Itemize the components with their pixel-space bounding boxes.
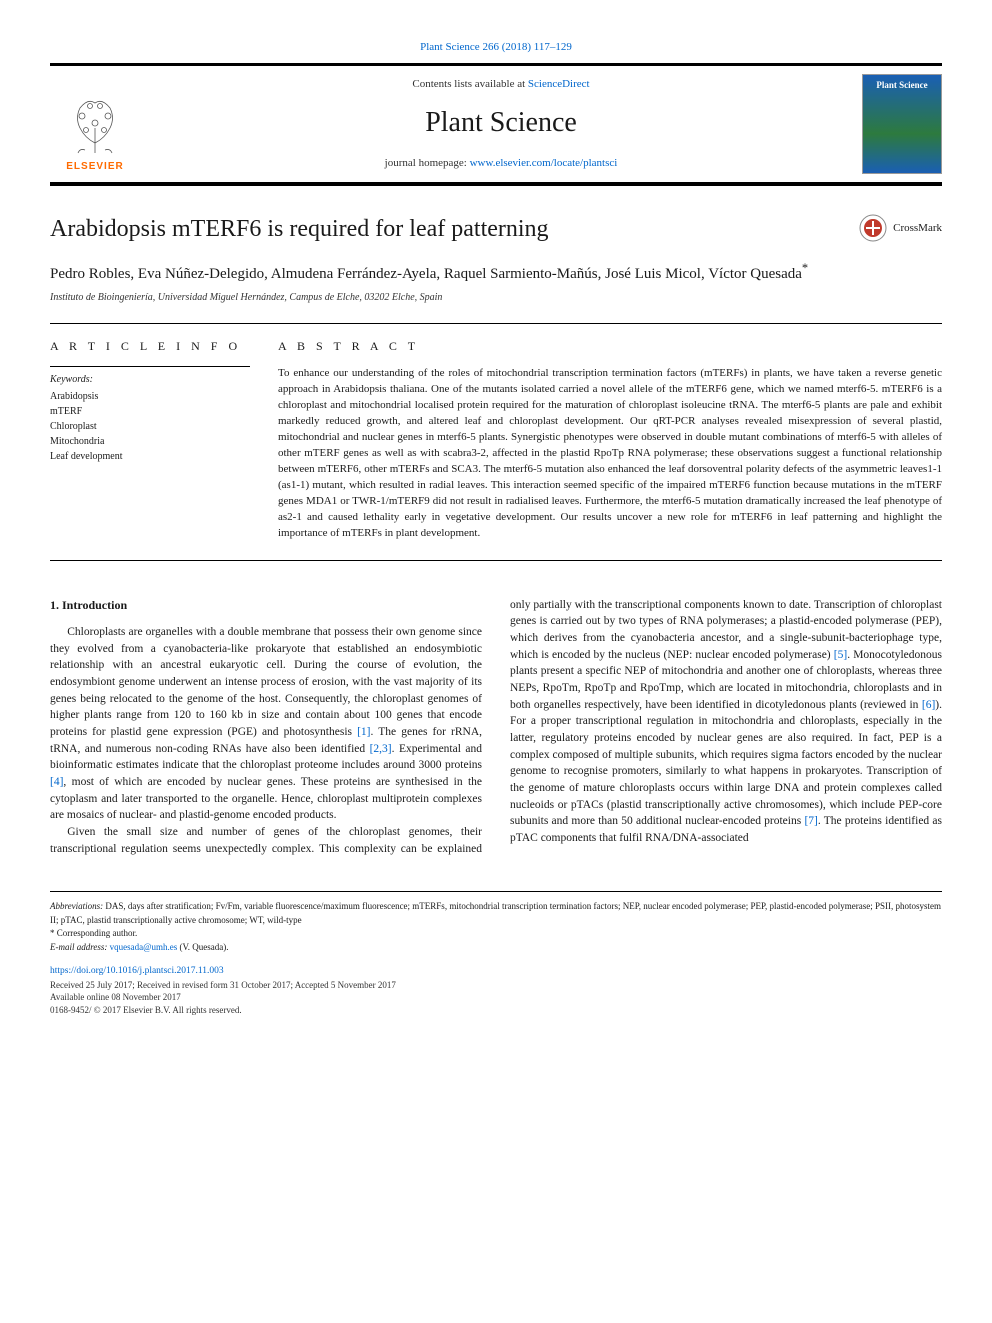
citation-link[interactable]: [1] — [357, 726, 370, 738]
elsevier-tree-icon — [60, 88, 130, 158]
citation-link[interactable]: [4] — [50, 776, 63, 788]
abbreviations: Abbreviations: DAS, days after stratific… — [50, 900, 942, 927]
citation-link[interactable]: [6] — [922, 699, 935, 711]
keyword: Chloroplast — [50, 419, 250, 434]
abbrev-label: Abbreviations: — [50, 901, 103, 911]
corresponding-author-note: * Corresponding author. — [50, 927, 942, 941]
citation-link[interactable]: [5] — [834, 649, 847, 661]
citation-link[interactable]: [2,3] — [370, 743, 392, 755]
elsevier-logo[interactable]: ELSEVIER — [50, 74, 140, 174]
body-text: 1. Introduction Chloroplasts are organel… — [50, 597, 942, 858]
header-rule — [50, 183, 942, 186]
email-link[interactable]: vquesada@umh.es — [110, 942, 178, 952]
sciencedirect-link[interactable]: ScienceDirect — [528, 78, 590, 90]
article-title: Arabidopsis mTERF6 is required for leaf … — [50, 214, 839, 245]
contents-available: Contents lists available at ScienceDirec… — [156, 77, 846, 92]
doi-link[interactable]: https://doi.org/10.1016/j.plantsci.2017.… — [50, 964, 942, 978]
online-date: Available online 08 November 2017 — [50, 991, 942, 1004]
email-label: E-mail address: — [50, 942, 110, 952]
contents-prefix: Contents lists available at — [412, 78, 527, 90]
article-info-label: A R T I C L E I N F O — [50, 338, 250, 355]
section-heading-intro: 1. Introduction — [50, 597, 482, 614]
keyword: mTERF — [50, 404, 250, 419]
corresponding-mark: * — [802, 261, 808, 275]
article-info-column: A R T I C L E I N F O Keywords: Arabidop… — [50, 338, 250, 542]
issn-copyright: 0168-9452/ © 2017 Elsevier B.V. All righ… — [50, 1004, 942, 1017]
author-list: Pedro Robles, Eva Núñez-Delegido, Almude… — [50, 260, 942, 285]
homepage-link[interactable]: www.elsevier.com/locate/plantsci — [470, 157, 618, 169]
issue-citation[interactable]: Plant Science 266 (2018) 117–129 — [50, 40, 942, 55]
journal-homepage: journal homepage: www.elsevier.com/locat… — [156, 156, 846, 171]
body-span: , most of which are encoded by nuclear g… — [50, 776, 482, 821]
body-span: ). For a proper transcriptional regulati… — [510, 699, 942, 828]
authors-text: Pedro Robles, Eva Núñez-Delegido, Almude… — [50, 266, 802, 282]
cover-title: Plant Science — [876, 79, 927, 92]
abstract-column: A B S T R A C T To enhance our understan… — [278, 338, 942, 542]
crossmark-label: CrossMark — [893, 221, 942, 236]
email-suffix: (V. Quesada). — [177, 942, 228, 952]
body-span: Chloroplasts are organelles with a doubl… — [50, 626, 482, 738]
citation-link[interactable]: [7] — [804, 815, 817, 827]
abbrev-text: DAS, days after stratification; Fv/Fm, v… — [50, 901, 941, 925]
crossmark-icon — [859, 214, 887, 242]
affiliation: Instituto de Bioingeniería, Universidad … — [50, 291, 942, 305]
keywords-label: Keywords: — [50, 366, 250, 387]
journal-cover-thumbnail[interactable]: Plant Science — [862, 74, 942, 174]
footnotes: Abbreviations: DAS, days after stratific… — [50, 891, 942, 1016]
journal-header: ELSEVIER Contents lists available at Sci… — [50, 63, 942, 183]
keyword: Leaf development — [50, 449, 250, 464]
journal-name: Plant Science — [156, 103, 846, 142]
body-paragraph: Chloroplasts are organelles with a doubl… — [50, 624, 482, 824]
received-dates: Received 25 July 2017; Received in revis… — [50, 979, 942, 992]
abstract-label: A B S T R A C T — [278, 338, 942, 355]
homepage-prefix: journal homepage: — [385, 157, 470, 169]
email-line: E-mail address: vquesada@umh.es (V. Ques… — [50, 941, 942, 955]
keyword: Mitochondria — [50, 434, 250, 449]
abstract-text: To enhance our understanding of the role… — [278, 366, 942, 541]
crossmark-badge[interactable]: CrossMark — [859, 214, 942, 242]
keyword: Arabidopsis — [50, 389, 250, 404]
elsevier-wordmark: ELSEVIER — [66, 160, 123, 174]
